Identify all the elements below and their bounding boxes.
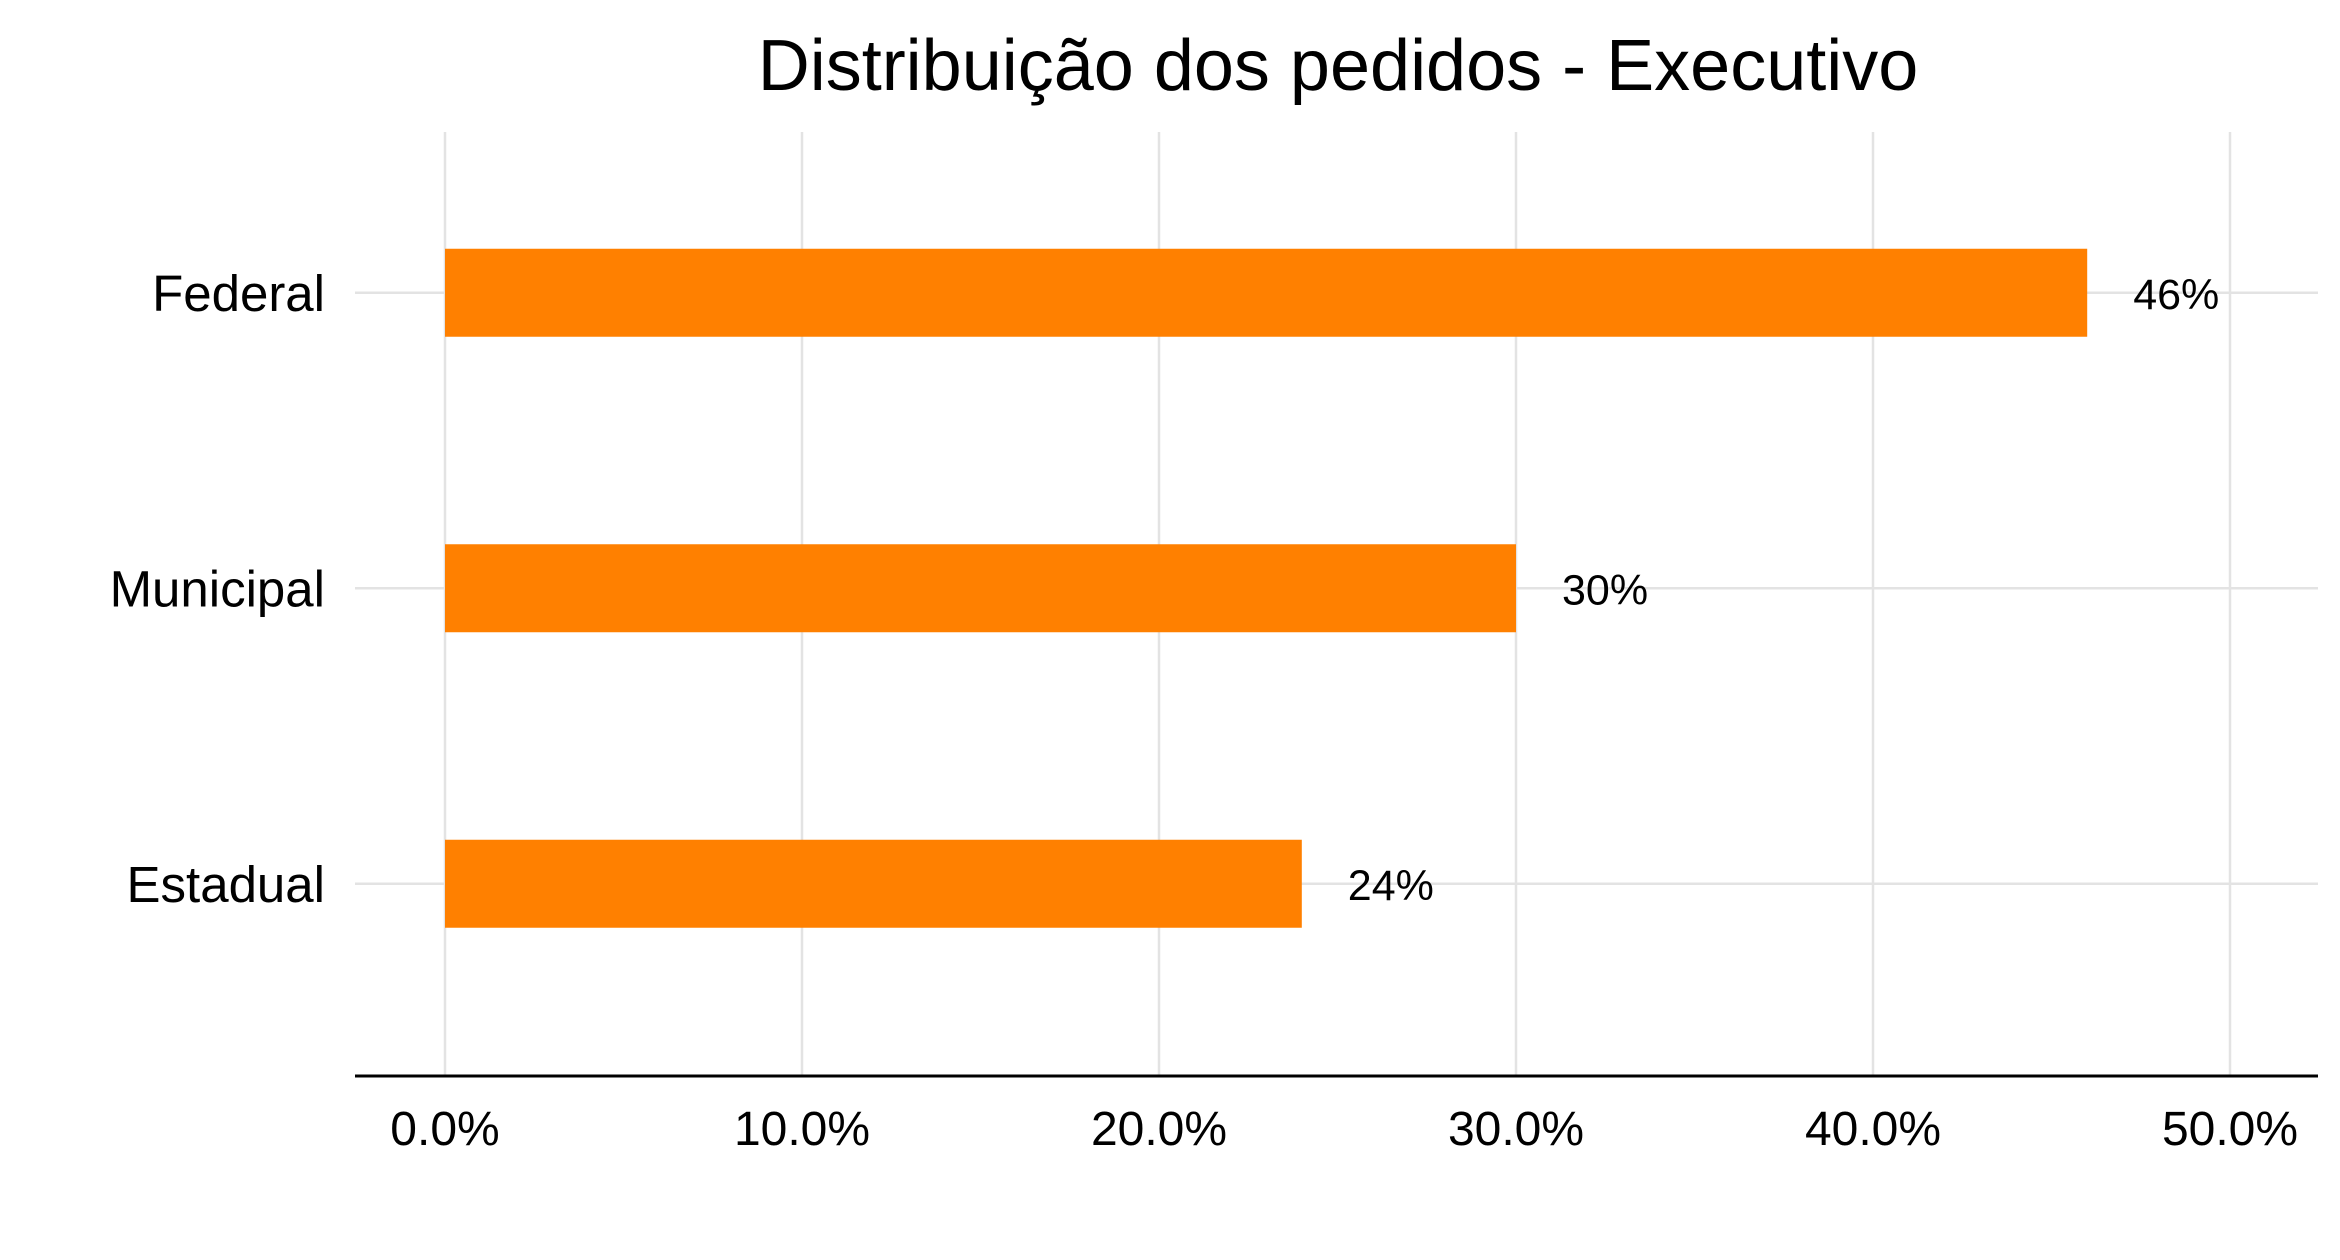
bar-federal <box>445 248 2088 337</box>
x-tick-label: 0.0% <box>390 1103 499 1156</box>
category-label-estadual: Estadual <box>127 856 325 913</box>
data-label-estadual: 24% <box>1348 862 1434 910</box>
value-axis-tick-labels: 0.0% 10.0% 20.0% 30.0% 40.0% 50.0% <box>390 1103 2298 1156</box>
bars <box>445 248 2088 928</box>
bar-estadual <box>445 839 1302 928</box>
x-tick-label: 50.0% <box>2162 1103 2298 1156</box>
category-axis-labels: Federal Municipal Estadual <box>110 265 325 913</box>
category-label-municipal: Municipal <box>110 560 325 617</box>
data-labels: 46% 30% 24% <box>1348 271 2219 910</box>
x-tick-label: 10.0% <box>734 1103 870 1156</box>
x-tick-label: 20.0% <box>1091 1103 1227 1156</box>
data-label-federal: 46% <box>2133 271 2219 319</box>
bar-municipal <box>445 544 1516 633</box>
chart-title: Distribuição dos pedidos - Executivo <box>758 26 1919 106</box>
category-label-federal: Federal <box>152 265 325 322</box>
x-tick-label: 40.0% <box>1805 1103 1941 1156</box>
x-tick-label: 30.0% <box>1448 1103 1584 1156</box>
data-label-municipal: 30% <box>1562 566 1648 614</box>
